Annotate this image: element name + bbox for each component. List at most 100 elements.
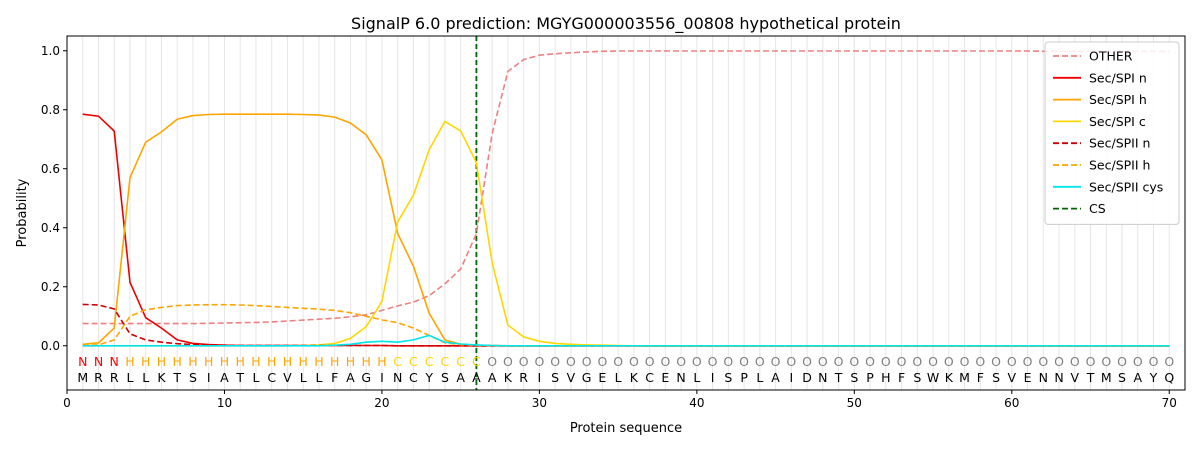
region-label: N [78, 354, 87, 369]
legend-entry: OTHER [1089, 49, 1133, 64]
y-tick-label: 0.0 [41, 339, 60, 353]
residue-label: L [300, 370, 307, 385]
x-axis-label: Protein sequence [570, 421, 682, 436]
legend-entry: Sec/SPI n [1089, 70, 1147, 85]
region-label: O [1117, 354, 1127, 369]
residue-label: L [756, 370, 763, 385]
x-tick-label: 60 [1004, 396, 1019, 410]
region-label: H [251, 354, 260, 369]
region-label: O [960, 354, 970, 369]
residue-label: W [927, 370, 939, 385]
region-label: H [125, 354, 134, 369]
residue-label: R [94, 370, 103, 385]
region-label: O [975, 354, 985, 369]
region-label: O [708, 354, 718, 369]
region-label: H [141, 354, 150, 369]
region-label: O [739, 354, 749, 369]
x-tick-label: 40 [689, 396, 704, 410]
region-label: O [534, 354, 544, 369]
region-label: O [676, 354, 686, 369]
residue-label: I [789, 370, 793, 385]
sequence-layer: NMNRNRHLHLHKHTHSHIHAHTHLHCHVHLHLHFHAHGHI… [77, 354, 1174, 385]
y-tick-label: 0.6 [41, 162, 60, 176]
region-label: O [503, 354, 513, 369]
region-label: O [1133, 354, 1143, 369]
residue-label: H [881, 370, 890, 385]
series-line [82, 50, 1170, 325]
region-label: H [157, 354, 166, 369]
plot-frame [66, 35, 1186, 391]
region-label: O [1023, 354, 1033, 369]
region-label: H [377, 354, 386, 369]
region-label: O [897, 354, 907, 369]
residue-label: S [913, 370, 921, 385]
region-label: O [818, 354, 828, 369]
residue-label: N [1039, 370, 1048, 385]
residue-label: K [157, 370, 166, 385]
residue-label: P [740, 370, 748, 385]
residue-label: T [1086, 370, 1095, 385]
legend-entry: Sec/SPI c [1089, 114, 1146, 129]
residue-label: Y [1149, 370, 1158, 385]
legend-entry: Sec/SPII n [1089, 136, 1150, 151]
residue-label: T [172, 370, 181, 385]
region-label: H [283, 354, 292, 369]
residue-label: C [267, 370, 276, 385]
region-label: O [834, 354, 844, 369]
series-line [82, 334, 1170, 347]
legend: OTHER Sec/SPI n Sec/SPI h Sec/SPI c Sec/SPII… [1044, 41, 1180, 225]
x-tick-label: 30 [532, 396, 547, 410]
residue-label: S [441, 370, 449, 385]
region-label: H [314, 354, 323, 369]
region-label: C [393, 354, 402, 369]
series-layer [82, 50, 1170, 347]
residue-label: M [77, 370, 88, 385]
y-tick-label: 0.8 [41, 103, 60, 117]
residue-label: N [393, 370, 402, 385]
residue-label: C [409, 370, 418, 385]
residue-label: G [361, 370, 371, 385]
residue-label: A [346, 370, 355, 385]
region-label: O [802, 354, 812, 369]
region-label: H [236, 354, 245, 369]
residue-label: V [1070, 370, 1079, 385]
region-label: H [173, 354, 182, 369]
residue-label: V [283, 370, 292, 385]
x-tick-label: 50 [847, 396, 862, 410]
legend-entry: Sec/SPII cys [1089, 179, 1163, 194]
legend-entry: Sec/SPII h [1089, 158, 1150, 173]
residue-label: I [380, 370, 384, 385]
residue-label: L [252, 370, 259, 385]
region-label: O [692, 354, 702, 369]
residue-label: L [693, 370, 700, 385]
region-label: O [881, 354, 891, 369]
residue-label: S [850, 370, 858, 385]
y-tick-label: 0.4 [41, 221, 60, 235]
region-label: O [582, 354, 592, 369]
region-label: O [912, 354, 922, 369]
residue-label: R [519, 370, 528, 385]
region-label: O [1007, 354, 1017, 369]
region-label: N [94, 354, 103, 369]
residue-label: F [977, 370, 984, 385]
residue-label: Y [424, 370, 433, 385]
region-label: O [566, 354, 576, 369]
region-label: O [1086, 354, 1096, 369]
residue-label: A [771, 370, 780, 385]
residue-label: S [551, 370, 559, 385]
region-label: O [597, 354, 607, 369]
region-label: H [267, 354, 276, 369]
residue-label: I [538, 370, 542, 385]
residue-label: E [598, 370, 606, 385]
residue-label: K [945, 370, 954, 385]
residue-label: E [661, 370, 669, 385]
region-label: O [1054, 354, 1064, 369]
residue-label: N [676, 370, 685, 385]
x-tick-label: 10 [217, 396, 232, 410]
y-tick-label: 0.2 [41, 280, 60, 294]
region-label: H [346, 354, 355, 369]
residue-label: P [866, 370, 874, 385]
x-tick-label: 70 [1162, 396, 1177, 410]
grid-layer [82, 36, 1170, 390]
region-label: N [110, 354, 119, 369]
